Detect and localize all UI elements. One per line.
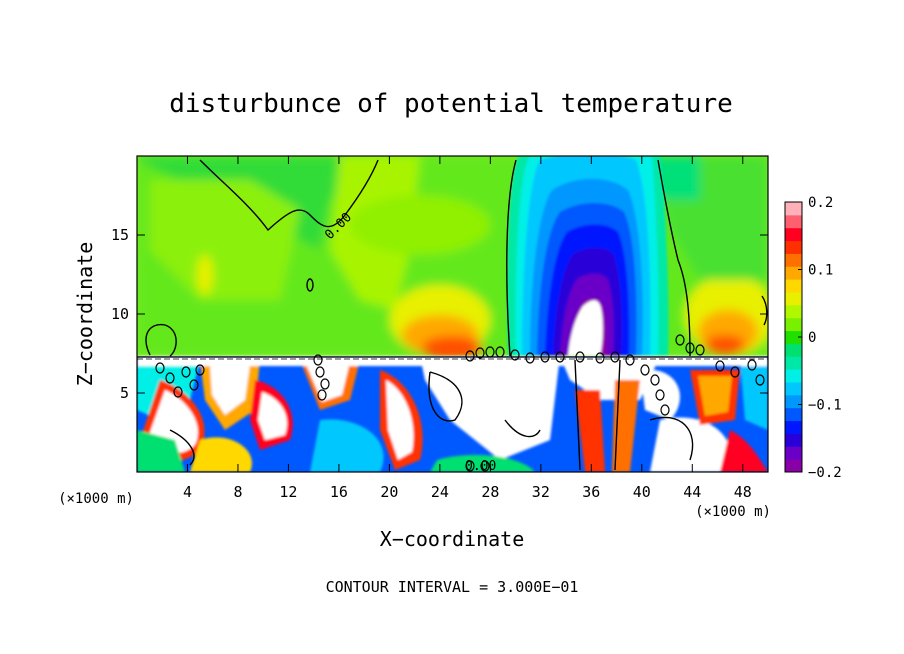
colorbar-tick-label: −0.2 — [808, 465, 842, 481]
contour-ring — [555, 351, 565, 363]
y-tick-label: 5 — [120, 384, 129, 402]
contour-ring — [540, 351, 550, 363]
colorbar-tick-label: 0 — [808, 330, 816, 346]
x-tick-label: 20 — [380, 483, 398, 501]
colorbar-swatch — [785, 420, 802, 434]
colorbar-tick-label: 0.2 — [808, 195, 833, 211]
contour-ring — [317, 389, 327, 401]
contour-ring — [181, 366, 191, 378]
contour-ring — [510, 349, 520, 361]
colorbar-swatch — [785, 369, 802, 383]
x-tick-label: 24 — [431, 483, 449, 501]
contour-ring — [660, 404, 670, 416]
contour-ring — [485, 346, 495, 358]
colorbar-swatch — [785, 330, 802, 344]
contour-ring — [313, 354, 323, 366]
plot-area — [137, 156, 768, 472]
y-tick-label: 10 — [111, 305, 129, 323]
x-tick-label: 8 — [233, 483, 242, 501]
contour-ring — [640, 364, 650, 376]
zero-contour-upper-left — [199, 159, 379, 232]
colorbar-swatch — [785, 214, 802, 229]
contour-ring — [465, 460, 475, 472]
contour-lines — [137, 159, 768, 471]
contour-label-lower: 0.00 — [465, 459, 496, 474]
colorbar-swatch — [785, 407, 802, 422]
contour-ring — [730, 366, 740, 378]
colorbar-swatch — [785, 433, 802, 447]
colorbar-swatch — [785, 446, 802, 460]
colorbar-swatch — [785, 202, 802, 216]
colorbar-swatch — [785, 266, 802, 280]
x-axis-title: X−coordinate — [380, 527, 525, 551]
lower-turbulent-field — [137, 356, 768, 472]
colorbar-swatch — [785, 304, 802, 319]
colorbar-swatch — [785, 227, 802, 242]
colorbar-swatch — [785, 343, 802, 357]
zero-contour-small-right — [761, 295, 768, 326]
colorbar-swatch — [785, 279, 802, 293]
contour-ring — [675, 334, 685, 346]
colorbar-swatch — [785, 317, 802, 332]
colorbar-swatch — [785, 292, 802, 306]
contour-ring — [465, 350, 475, 362]
contour-ring — [685, 342, 695, 354]
negative-plume — [507, 156, 669, 356]
contour-ring — [495, 346, 505, 358]
y-axis: 5 10 15 — [111, 226, 768, 402]
x-tick-label: 4 — [183, 483, 192, 501]
contour-ring — [320, 378, 330, 390]
contour-ring — [155, 362, 165, 374]
upper-field — [137, 156, 768, 360]
y-axis-title: Z−coordinate — [73, 242, 97, 387]
zero-contour-plume-right — [657, 159, 691, 357]
chart-title: disturbunce of potential temperature — [169, 89, 733, 119]
x-tick-label: 32 — [532, 483, 550, 501]
contour-ring — [475, 347, 485, 359]
contour-ring — [650, 374, 660, 386]
contour-ring — [575, 351, 585, 363]
colorbar-swatch — [785, 240, 802, 254]
x-axis: 4 8 12 16 20 24 28 32 36 40 44 48 — [183, 156, 752, 501]
x-tick-label: 36 — [582, 483, 600, 501]
contour-interval-footer: CONTOUR INTERVAL = 3.000E−01 — [326, 578, 579, 596]
contour-ring — [165, 372, 175, 384]
colorbar-swatch — [785, 356, 802, 370]
x-tick-label: 16 — [330, 483, 348, 501]
colorbar-tick-label: −0.1 — [808, 398, 842, 414]
x-tick-label: 44 — [683, 483, 701, 501]
contour-ring — [525, 352, 535, 364]
zero-contour-plume-left — [506, 159, 517, 357]
colorbar-swatch — [785, 459, 802, 473]
x-tick-label: 40 — [633, 483, 651, 501]
x-unit-label: (×1000 m) — [695, 504, 771, 520]
contour-ring — [625, 354, 635, 366]
contour-ring — [189, 379, 199, 391]
contour-ring — [195, 364, 205, 376]
zero-contour-small-left — [145, 323, 177, 357]
x-tick-label: 28 — [481, 483, 499, 501]
contour-ring — [755, 374, 765, 386]
x-tick-label: 12 — [279, 483, 297, 501]
contour-ring — [315, 366, 325, 378]
colorbar: 0.2 0.1 0 −0.1 −0.2 — [784, 195, 842, 481]
x-tick-label: 48 — [734, 483, 752, 501]
colorbar-swatch — [785, 253, 802, 267]
contour-ring — [610, 351, 620, 363]
contour-ring — [715, 360, 725, 372]
contour-ring — [695, 344, 705, 356]
contour-ring — [655, 389, 665, 401]
colorbar-swatch — [785, 382, 802, 396]
contour-ring — [747, 359, 757, 371]
y-tick-label: 15 — [111, 226, 129, 244]
lower-contour-circles — [155, 334, 765, 472]
colorbar-tick-label: 0.1 — [808, 263, 833, 279]
colorbar-swatch — [785, 394, 802, 409]
contour-ring — [173, 386, 183, 398]
contour-ring — [480, 460, 490, 472]
y-unit-label: (×1000 m) — [58, 491, 134, 507]
contour-ring — [595, 352, 605, 364]
